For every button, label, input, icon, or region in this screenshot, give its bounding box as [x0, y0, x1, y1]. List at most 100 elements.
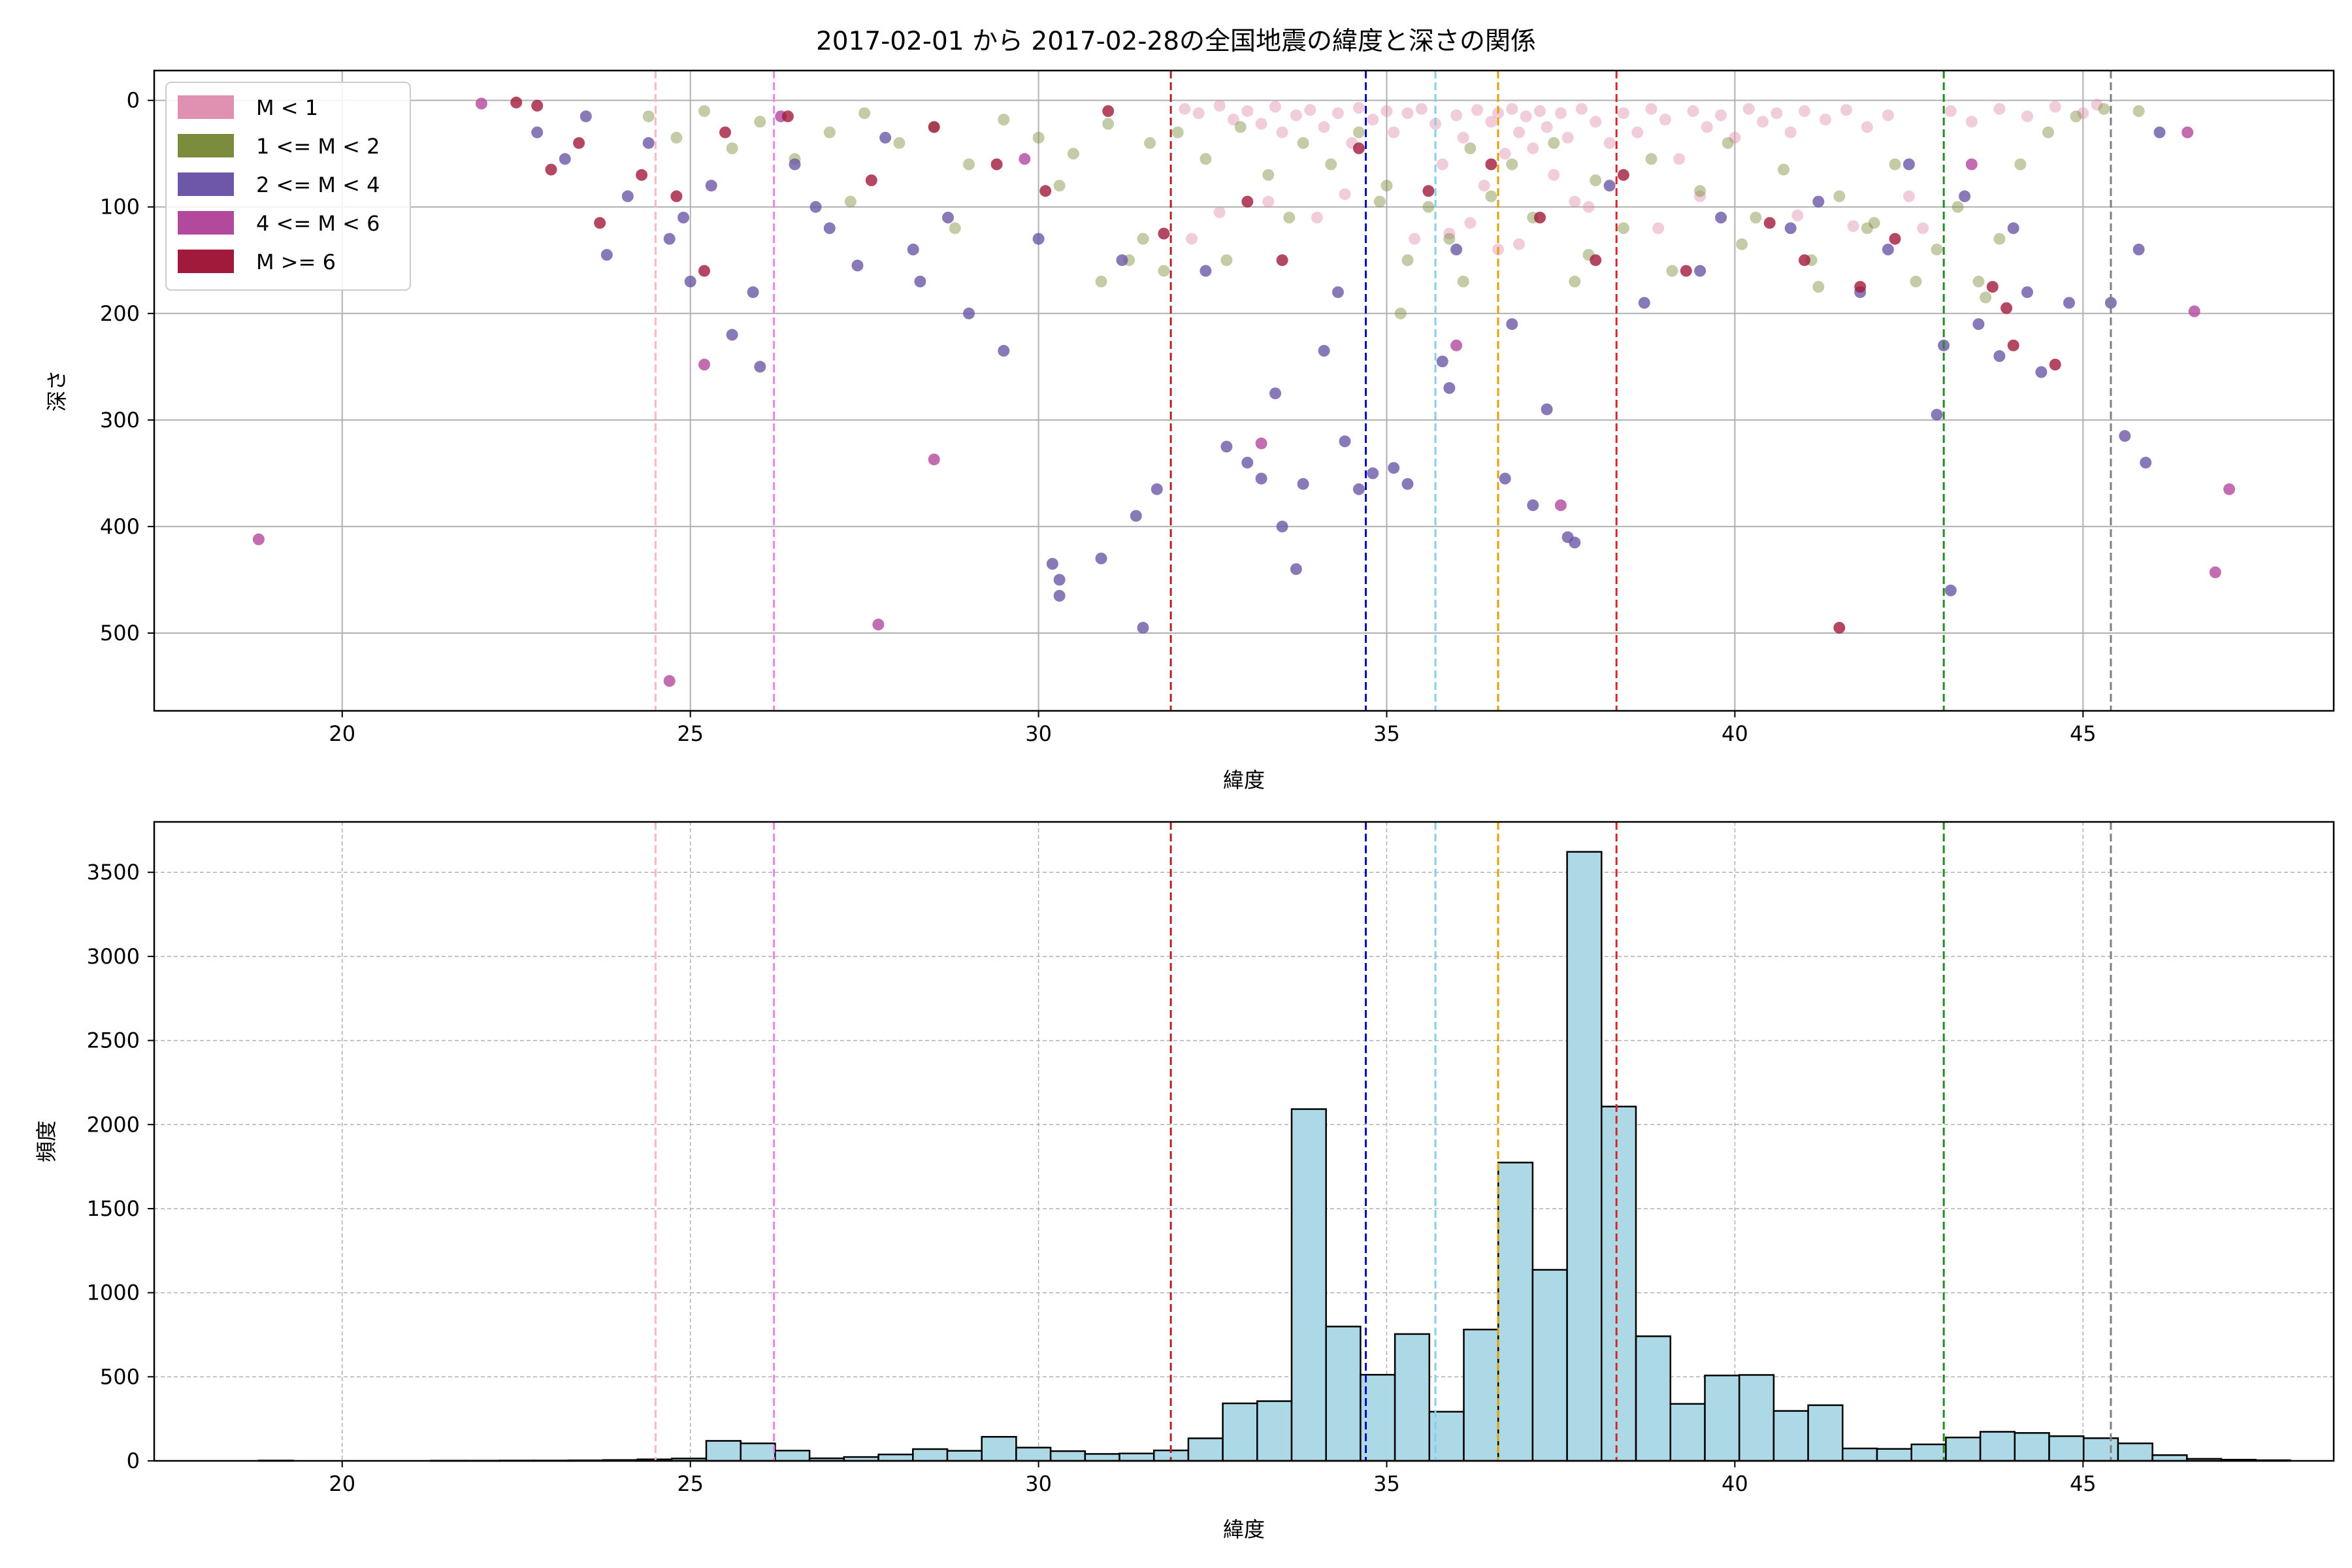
- histogram-bar: [1910, 1443, 1947, 1462]
- scatter-point-m-1-2: [2014, 158, 2027, 171]
- histogram-bars: [257, 851, 2291, 1462]
- scatter-point-m-2-4: [1638, 297, 1650, 309]
- scatter-point-m-4-6: [698, 359, 710, 370]
- scatter-point-m-1-2: [963, 158, 975, 171]
- histogram-plot-area: [154, 822, 2334, 1461]
- scatter-point-m-1-2: [1980, 291, 1992, 304]
- scatter-point-m-lt-1: [1652, 222, 1665, 235]
- scatter-point-m-lt-1: [1506, 103, 1518, 115]
- histogram-bar: [705, 1440, 742, 1462]
- scatter-point-m-lt-1: [1331, 107, 1344, 120]
- scatter-point-m-lt-1: [1499, 148, 1511, 160]
- histogram-y-ticks: 0 500 1000 1500 2000 2500 3000 3500: [87, 860, 154, 1473]
- scatter-point-m-1-2: [823, 126, 836, 139]
- scatter-point-m-1-2: [1262, 169, 1275, 181]
- histogram-bar: [2082, 1437, 2119, 1462]
- scatter-point-m-1-2: [1032, 131, 1045, 144]
- scatter-point-m-lt-1: [1617, 107, 1629, 120]
- scatter-point-m-ge-6: [1889, 233, 1901, 245]
- scatter-point-m-lt-1: [1179, 103, 1191, 115]
- scatter-y-tick-label: 100: [100, 195, 140, 220]
- scatter-point-m-lt-1: [1436, 158, 1448, 171]
- scatter-point-m-2-4: [1812, 195, 1825, 208]
- scatter-point-m-lt-1: [1917, 222, 1929, 235]
- histogram-bar: [1256, 1400, 1293, 1462]
- scatter-point-m-1-2: [1694, 185, 1707, 197]
- scatter-point-m-1-2: [1666, 265, 1678, 277]
- scatter-point-m-lt-1: [1799, 105, 1810, 117]
- scatter-point-m-2-4: [2007, 222, 2019, 235]
- scatter-point-m-lt-1: [1388, 126, 1400, 139]
- scatter-point-m-1-2: [998, 114, 1010, 125]
- scatter-point-m-1-2: [1457, 275, 1469, 287]
- scatter-y-tick-label: 500: [100, 621, 140, 645]
- scatter-point-m-2-4: [998, 344, 1010, 357]
- scatter-point-m-2-4: [1053, 589, 1066, 602]
- legend-label-m-lt-1: M < 1: [256, 95, 318, 120]
- scatter-point-m-lt-1: [1569, 195, 1581, 208]
- scatter-point-m-2-4: [1784, 222, 1797, 235]
- scatter-point-m-1-2: [1220, 254, 1233, 267]
- scatter-point-m-1-2: [1095, 275, 1107, 287]
- scatter-point-m-1-2: [1861, 222, 1873, 235]
- scatter-point-m-1-2: [1325, 158, 1337, 171]
- scatter-point-m-1-2: [1158, 265, 1170, 277]
- legend-label-m-ge-6: M >= 6: [256, 250, 336, 274]
- histogram-bar: [912, 1448, 949, 1462]
- scatter-point-m-2-4: [2035, 366, 2048, 378]
- scatter-point-m-1-2: [1053, 180, 1066, 192]
- scatter-point-m-2-4: [1931, 408, 1943, 421]
- histogram-x-axis-label: 緯度: [1223, 1517, 1265, 1542]
- scatter-point-m-2-4: [1220, 440, 1233, 453]
- scatter-point-m-ge-6: [928, 121, 940, 133]
- scatter-point-m-ge-6: [510, 96, 523, 108]
- scatter-point-m-lt-1: [1771, 107, 1783, 120]
- scatter-point-m-2-4: [942, 212, 954, 223]
- histogram-frame: [153, 821, 2335, 1462]
- scatter-panel: 20 25 30 35 40 45 0 100 200 300 400 500 緯度 深さ M < …: [44, 69, 2335, 792]
- scatter-point-m-lt-1: [1561, 131, 1574, 144]
- scatter-point-m-1-2: [1868, 217, 1880, 229]
- scatter-point-m-lt-1: [1471, 104, 1483, 116]
- scatter-point-m-2-4: [1959, 190, 1971, 203]
- scatter-point-m-ge-6: [865, 174, 877, 186]
- scatter-point-m-2-4: [2132, 243, 2145, 255]
- scatter-point-m-1-2: [1833, 190, 1846, 203]
- scatter-point-m-1-2: [1297, 137, 1309, 149]
- histogram-y-tick-label: 1500: [87, 1196, 140, 1221]
- histogram-y-axis-label: 頻度: [34, 1120, 59, 1162]
- scatter-y-tick-label: 0: [127, 88, 140, 113]
- scatter-point-m-4-6: [252, 533, 265, 546]
- scatter-point-m-2-4: [1053, 574, 1066, 586]
- scatter-point-m-2-4: [1046, 558, 1058, 570]
- scatter-point-m-2-4: [1388, 462, 1400, 474]
- scatter-point-m-2-4: [1151, 483, 1163, 495]
- scatter-point-m-lt-1: [2077, 107, 2089, 120]
- scatter-point-m-lt-1: [1241, 105, 1254, 117]
- scatter-point-m-1-2: [1373, 195, 1386, 208]
- scatter-point-m-1-2: [949, 222, 961, 235]
- scatter-point-m-2-4: [2104, 297, 2117, 309]
- scatter-point-m-lt-1: [1457, 131, 1469, 144]
- scatter-point-m-lt-1: [1590, 116, 1602, 128]
- scatter-point-m-ge-6: [1158, 227, 1170, 240]
- scatter-point-m-ge-6: [1833, 621, 1846, 634]
- scatter-point-m-2-4: [1715, 212, 1727, 223]
- scatter-point-m-ge-6: [698, 265, 710, 277]
- scatter-point-m-ge-6: [1352, 142, 1365, 154]
- scatter-point-m-2-4: [2119, 430, 2131, 442]
- histogram-bar: [1979, 1431, 2016, 1462]
- scatter-point-m-2-4: [1694, 265, 1707, 277]
- scatter-point-m-lt-1: [1276, 126, 1288, 139]
- scatter-point-m-4-6: [872, 618, 885, 630]
- histogram-y-tick-label: 3000: [87, 944, 140, 969]
- histogram-bar: [1601, 1105, 1637, 1462]
- scatter-point-m-ge-6: [670, 190, 683, 203]
- histogram-x-tick-label: 40: [1722, 1471, 1748, 1496]
- scatter-point-m-2-4: [1095, 552, 1107, 564]
- scatter-point-m-2-4: [1450, 243, 1463, 255]
- scatter-point-m-4-6: [1554, 499, 1567, 512]
- scatter-point-m-1-2: [1102, 118, 1115, 130]
- scatter-point-m-lt-1: [1575, 103, 1588, 115]
- scatter-point-m-lt-1: [1944, 105, 1957, 117]
